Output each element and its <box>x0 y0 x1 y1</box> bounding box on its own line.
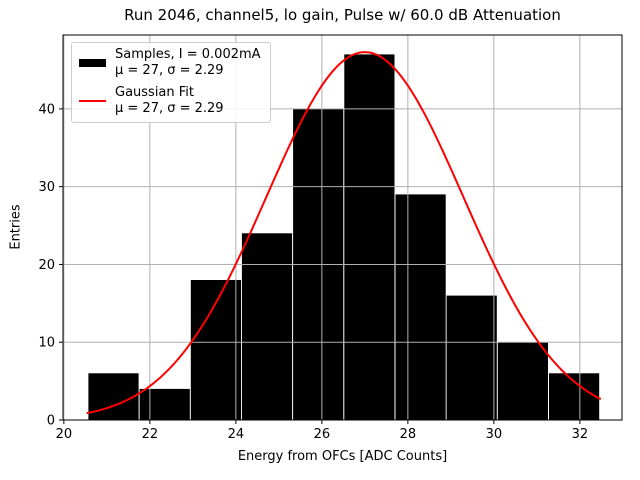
y-tick-label: 40 <box>38 102 55 117</box>
x-tick-label: 32 <box>572 427 589 442</box>
x-tick-label: 20 <box>56 427 73 442</box>
histogram-bar <box>446 295 497 420</box>
histogram-bar <box>344 54 395 421</box>
x-tick-label: 26 <box>314 427 331 442</box>
legend-gaussian-label: Gaussian Fit <box>115 85 195 100</box>
gaussian-fit-line <box>86 51 602 415</box>
chart-title: Run 2046, channel5, lo gain, Pulse w/ 60… <box>124 6 561 24</box>
y-tick-label: 20 <box>38 258 55 273</box>
plot-spines <box>62 34 623 421</box>
x-tick-label: 22 <box>142 427 159 442</box>
histogram-bar <box>139 388 190 420</box>
legend-entry-samples: Samples, I = 0.002mA μ = 27, σ = 2.29 <box>79 47 261 79</box>
x-tick-label: 24 <box>228 427 245 442</box>
x-tick-label: 28 <box>400 427 417 442</box>
y-axis-label: Entries <box>8 204 24 250</box>
y-tick-label: 30 <box>38 180 55 195</box>
samples-swatch-icon <box>79 59 115 67</box>
y-tick-label: 0 <box>47 414 55 429</box>
legend-entry-gaussian-fit: Gaussian Fit μ = 27, σ = 2.29 <box>79 85 261 117</box>
x-axis-label: Energy from OFCs [ADC Counts] <box>237 449 448 464</box>
histogram-bar <box>395 194 446 420</box>
legend-samples-stats: μ = 27, σ = 2.29 <box>115 63 224 78</box>
x-tick-label: 30 <box>486 427 503 442</box>
legend-samples-label: Samples, I = 0.002mA <box>115 47 261 62</box>
y-tick-label: 10 <box>38 336 55 351</box>
histogram-bar <box>88 373 139 420</box>
legend: Samples, I = 0.002mA μ = 27, σ = 2.29 Ga… <box>71 42 271 123</box>
gaussian-fit-swatch-icon <box>79 100 115 102</box>
histogram-bar <box>241 233 293 420</box>
histogram-bar <box>497 342 548 420</box>
legend-gaussian-stats: μ = 27, σ = 2.29 <box>115 101 224 116</box>
